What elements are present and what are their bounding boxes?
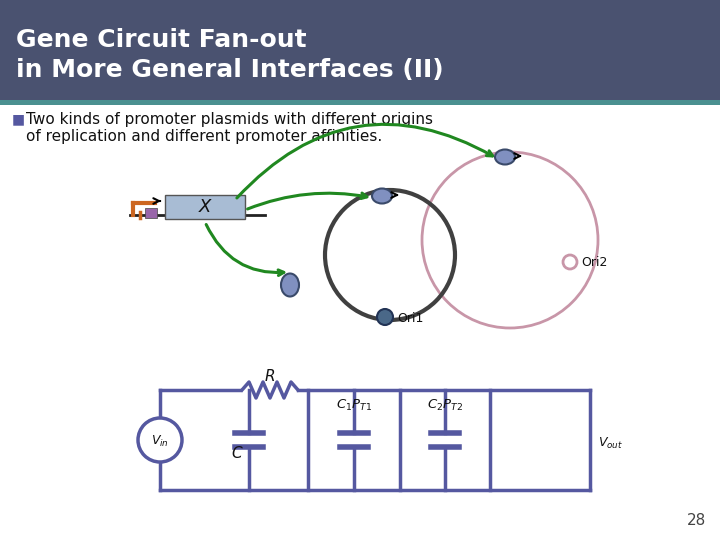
Text: Ori1: Ori1 [397,312,423,325]
Bar [165,195,245,219]
Text: $V_{out}$: $V_{out}$ [598,435,623,450]
Text: Ori2: Ori2 [581,256,608,269]
Text: Two kinds of promoter plasmids with different origins: Two kinds of promoter plasmids with diff… [26,112,433,127]
Ellipse shape [372,188,392,204]
Text: of replication and different promoter affinities.: of replication and different promoter af… [26,129,382,144]
Circle shape [563,255,577,269]
Circle shape [138,418,182,462]
Bar [0,0,720,100]
Ellipse shape [495,150,515,165]
Text: $C_1P_{T1}$: $C_1P_{T1}$ [336,398,372,413]
Text: X: X [199,198,211,216]
Circle shape [377,309,393,325]
Text: $C_2P_{T2}$: $C_2P_{T2}$ [427,398,463,413]
Text: $V_{in}$: $V_{in}$ [151,434,169,449]
Ellipse shape [281,273,299,296]
Text: ■: ■ [12,112,25,126]
Bar [145,208,157,218]
Text: $C$: $C$ [230,445,243,461]
Bar [0,100,720,105]
Text: Gene Circuit Fan-out: Gene Circuit Fan-out [16,28,307,52]
Text: $R$: $R$ [264,368,276,384]
Text: 28: 28 [687,513,706,528]
Text: in More General Interfaces (II): in More General Interfaces (II) [16,58,444,82]
